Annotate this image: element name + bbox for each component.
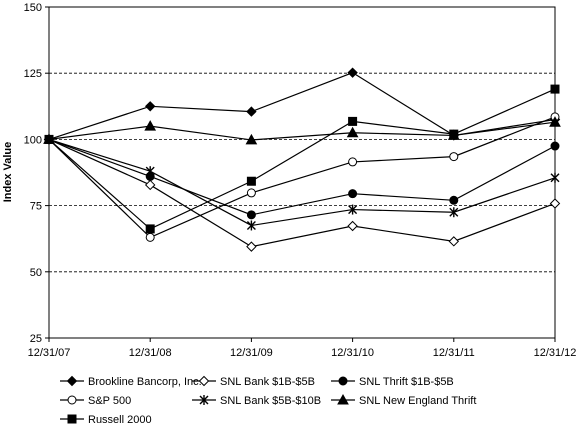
series-5-point-2 bbox=[245, 133, 258, 145]
series-4-point-5 bbox=[550, 172, 560, 183]
series-line-3 bbox=[48, 116, 556, 239]
y-tick-label-125: 125 bbox=[24, 68, 42, 80]
y-tick-label-75: 75 bbox=[30, 201, 42, 213]
legend-marker-4 bbox=[199, 395, 209, 405]
series-6-point-5 bbox=[550, 84, 560, 94]
series-4-point-3 bbox=[348, 204, 358, 215]
series-6 bbox=[44, 84, 560, 234]
legend-item-1: SNL Bank $1B-$5B bbox=[192, 375, 315, 388]
x-tick-label-2: 12/31/09 bbox=[230, 347, 273, 359]
series-2-point-4 bbox=[449, 195, 459, 205]
series-0-point-3 bbox=[347, 67, 358, 78]
legend-label-1: SNL Bank $1B-$5B bbox=[220, 376, 315, 388]
series-line-4 bbox=[48, 138, 556, 227]
series-1-point-2 bbox=[246, 241, 257, 252]
series-6-point-1 bbox=[145, 224, 155, 234]
series-3-point-3 bbox=[348, 157, 358, 167]
series-3-point-4 bbox=[449, 152, 459, 162]
series-line-6 bbox=[48, 88, 556, 230]
legend: Brookline Bancorp, Inc. SNL Bank $1B-$5B S… bbox=[60, 375, 476, 426]
y-tick-label-150: 150 bbox=[24, 2, 42, 14]
series-4-point-1 bbox=[145, 166, 155, 177]
legend-label-3: S&P 500 bbox=[88, 395, 131, 407]
legend-item-0: Brookline Bancorp, Inc. bbox=[60, 375, 202, 388]
series-6-point-2 bbox=[246, 176, 256, 186]
series-5-point-3 bbox=[346, 126, 359, 138]
plot-frame bbox=[48, 6, 556, 339]
legend-label-0: Brookline Bancorp, Inc. bbox=[88, 376, 202, 388]
legend-marker-5 bbox=[337, 393, 349, 405]
series-lines bbox=[43, 67, 561, 252]
series-6-point-3 bbox=[348, 116, 358, 126]
y-tick-label-100: 100 bbox=[24, 134, 42, 146]
series-0 bbox=[43, 67, 561, 145]
series-5-point-1 bbox=[144, 120, 157, 131]
legend-item-4: SNL Bank $5B-$10B bbox=[192, 395, 321, 407]
x-tick-label-4: 12/31/11 bbox=[433, 347, 475, 359]
series-2-point-5 bbox=[550, 141, 560, 151]
legend-label-6: Russell 2000 bbox=[88, 414, 152, 426]
series-6-point-0 bbox=[44, 134, 54, 144]
y-tick-labels: 25 50 75 100 125 150 bbox=[24, 2, 42, 345]
y-tick-label-50: 50 bbox=[30, 267, 42, 279]
legend-label-5: SNL New England Thrift bbox=[359, 395, 476, 407]
series-1-point-1 bbox=[144, 179, 156, 191]
series-3-point-1 bbox=[145, 232, 155, 242]
series-0-point-1 bbox=[144, 101, 156, 112]
legend-label-4: SNL Bank $5B-$10B bbox=[220, 395, 321, 407]
legend-marker-3 bbox=[67, 395, 77, 405]
legend-item-2: SNL Thrift $1B-$5B bbox=[331, 376, 454, 388]
legend-marker-2 bbox=[338, 376, 348, 386]
series-4-point-4 bbox=[449, 207, 459, 218]
legend-item-3: S&P 500 bbox=[60, 395, 131, 407]
x-tick-label-1: 12/31/08 bbox=[129, 347, 172, 359]
legend-item-6: Russell 2000 bbox=[60, 414, 152, 426]
legend-label-2: SNL Thrift $1B-$5B bbox=[359, 376, 454, 388]
axes bbox=[45, 6, 556, 342]
series-1-point-3 bbox=[347, 220, 358, 232]
y-axis-label: Index Value bbox=[2, 142, 14, 203]
y-tick-label-25: 25 bbox=[30, 333, 42, 345]
legend-marker-1 bbox=[198, 375, 210, 387]
series-1-point-4 bbox=[448, 236, 460, 247]
series-2-point-2 bbox=[246, 210, 256, 220]
series-3-point-2 bbox=[246, 188, 256, 198]
series-line-2 bbox=[48, 138, 556, 216]
series-6-point-4 bbox=[449, 129, 459, 139]
series-line-1 bbox=[48, 138, 556, 248]
legend-marker-6 bbox=[67, 414, 77, 424]
series-2-point-3 bbox=[348, 189, 358, 199]
series-5 bbox=[43, 116, 561, 145]
series-line-5 bbox=[48, 121, 556, 141]
x-tick-label-3: 12/31/10 bbox=[331, 347, 374, 359]
series-4-point-2 bbox=[246, 220, 256, 231]
x-tick-label-5: 12/31/12 bbox=[534, 347, 577, 359]
x-tick-label-0: 12/31/07 bbox=[28, 347, 71, 359]
series-5-point-5 bbox=[549, 116, 561, 127]
legend-item-5: SNL New England Thrift bbox=[331, 393, 476, 407]
legend-marker-0 bbox=[66, 375, 78, 387]
series-4 bbox=[44, 134, 560, 231]
grid-lines bbox=[49, 72, 555, 273]
series-1-point-5 bbox=[549, 198, 561, 209]
series-0-point-2 bbox=[246, 106, 257, 117]
x-tick-labels: 12/31/07 12/31/08 12/31/09 12/31/10 12/31/11… bbox=[28, 347, 577, 359]
series-1 bbox=[43, 134, 561, 252]
